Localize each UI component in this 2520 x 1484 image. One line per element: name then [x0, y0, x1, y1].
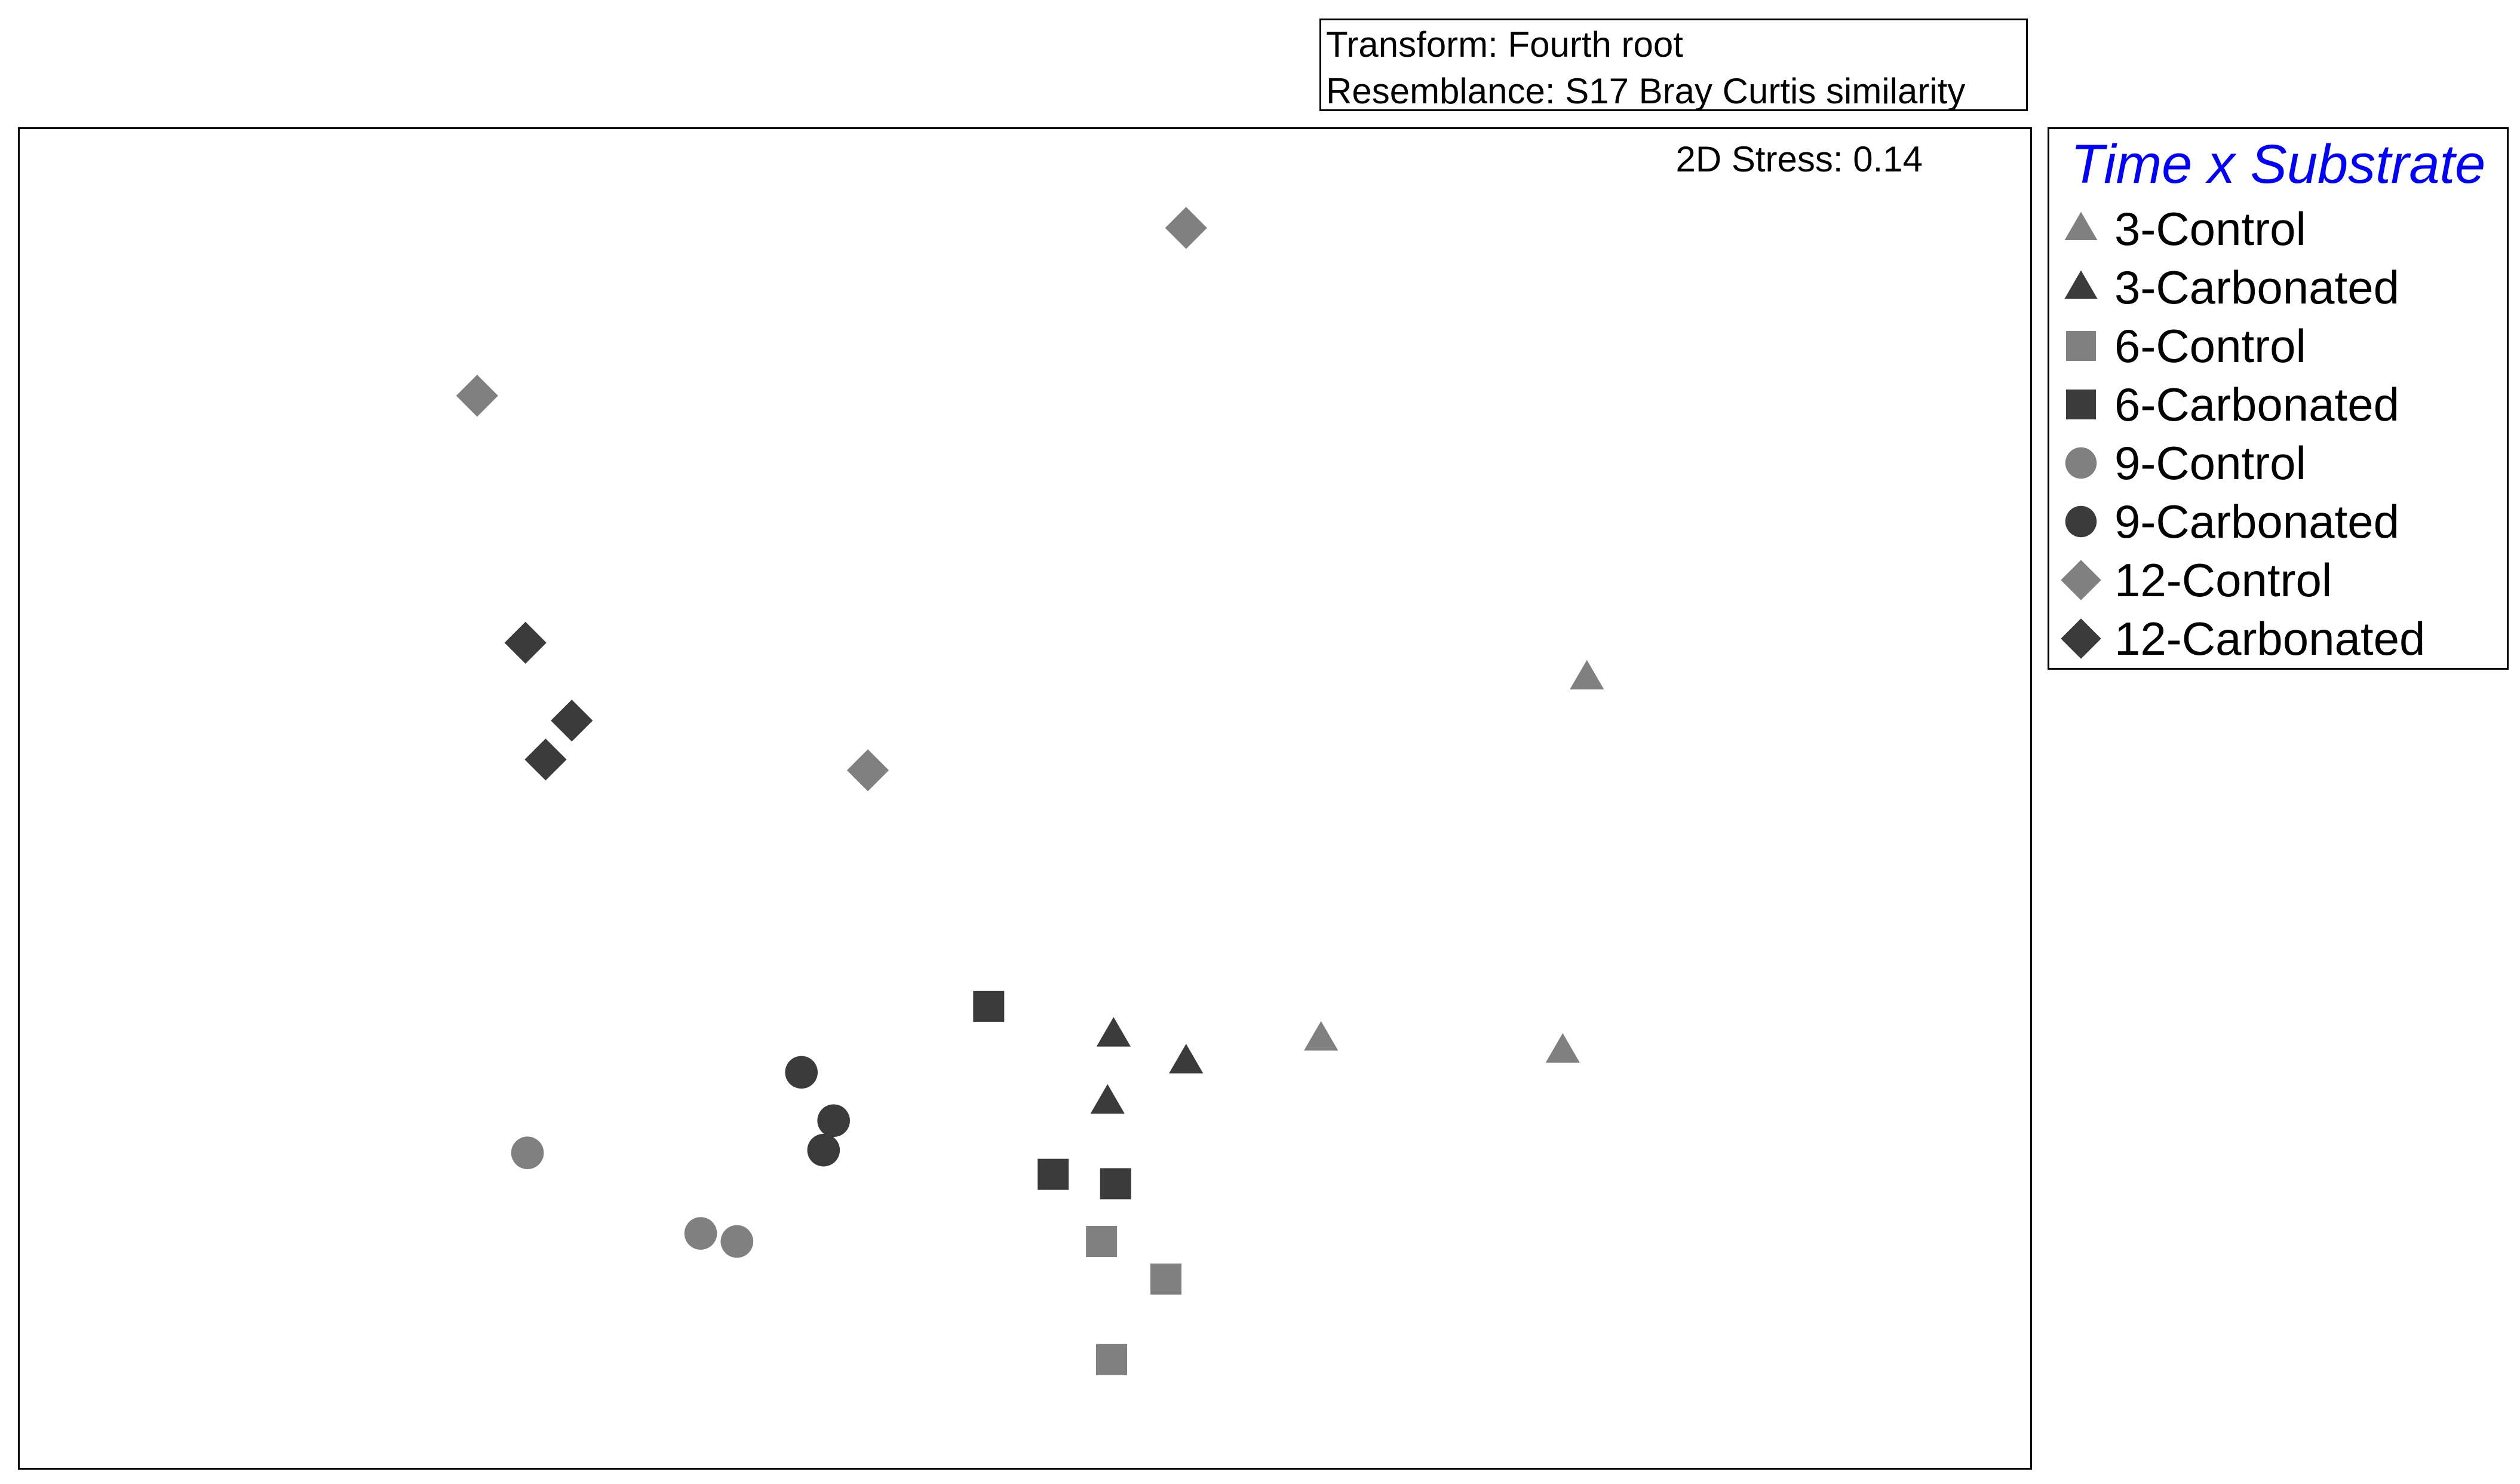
- point-6-control-2: [1150, 1263, 1182, 1295]
- legend-marker-diamond-icon: [2061, 618, 2101, 659]
- legend-label: 6-Carbonated: [2114, 378, 2399, 431]
- point-3-control-2: [1304, 1021, 1339, 1051]
- point-9-control-3: [720, 1225, 754, 1258]
- legend-item-12-control: 12-Control: [2049, 551, 2509, 609]
- legend-item-9-carbonated: 9-Carbonated: [2049, 492, 2509, 551]
- point-6-control-1: [1086, 1226, 1118, 1258]
- point-3-carbonated-1: [1096, 1017, 1131, 1047]
- point-12-carbonated-2: [551, 700, 593, 742]
- legend-label: 9-Control: [2114, 437, 2306, 489]
- legend-item-6-control: 6-Control: [2049, 317, 2509, 375]
- legend-label: 9-Carbonated: [2114, 495, 2399, 548]
- point-3-control-3: [1545, 1033, 1580, 1063]
- point-3-control-1: [1570, 660, 1604, 690]
- point-12-control-2: [456, 375, 498, 417]
- legend-label: 12-Carbonated: [2114, 612, 2426, 665]
- point-6-control-3: [1095, 1344, 1127, 1375]
- legend-marker-triangle-icon: [2064, 211, 2098, 240]
- point-12-control-1: [1165, 207, 1207, 249]
- legend-item-3-control: 3-Control: [2049, 200, 2509, 258]
- point-9-carbonated-2: [817, 1104, 850, 1137]
- point-9-control-2: [684, 1217, 717, 1250]
- transform-label: Transform: Fourth root: [1326, 24, 1683, 65]
- legend-marker-square-icon: [2066, 331, 2096, 361]
- point-6-carbonated-3: [1100, 1168, 1131, 1200]
- point-12-carbonated-1: [504, 621, 547, 664]
- legend-label: 3-Control: [2114, 203, 2306, 255]
- point-9-control-1: [511, 1136, 544, 1170]
- legend: Time x Substrate 3-Control 3-Carbonated 6-…: [2048, 127, 2509, 670]
- stress-label: 2D Stress: 0.14: [1675, 139, 1923, 179]
- legend-marker-circle-icon: [2065, 505, 2097, 538]
- legend-item-3-carbonated: 3-Carbonated: [2049, 258, 2509, 317]
- legend-item-6-carbonated: 6-Carbonated: [2049, 375, 2509, 434]
- legend-marker-circle-icon: [2065, 447, 2097, 479]
- legend-marker-triangle-icon: [2064, 270, 2098, 299]
- legend-marker-diamond-icon: [2061, 560, 2101, 600]
- legend-marker-square-icon: [2066, 390, 2096, 419]
- point-6-carbonated-2: [1038, 1158, 1069, 1190]
- legend-label: 3-Carbonated: [2114, 261, 2399, 314]
- legend-item-9-control: 9-Control: [2049, 434, 2509, 492]
- point-3-carbonated-3: [1090, 1084, 1125, 1114]
- legend-label: 6-Control: [2114, 320, 2306, 372]
- point-12-control-3: [846, 749, 889, 792]
- point-12-carbonated-3: [524, 738, 567, 781]
- transform-info-box: Transform: Fourth root Resemblance: S17 …: [1319, 19, 2028, 111]
- legend-label: 12-Control: [2114, 554, 2332, 606]
- resemblance-label: Resemblance: S17 Bray Curtis similarity: [1326, 71, 1966, 111]
- point-9-carbonated-3: [807, 1133, 840, 1167]
- point-9-carbonated-1: [785, 1056, 818, 1089]
- legend-item-12-carbonated: 12-Carbonated: [2049, 609, 2509, 668]
- point-6-carbonated-1: [973, 991, 1005, 1022]
- legend-title: Time x Substrate: [2070, 134, 2486, 195]
- plot-area: [18, 127, 2032, 1470]
- point-3-carbonated-2: [1169, 1044, 1204, 1074]
